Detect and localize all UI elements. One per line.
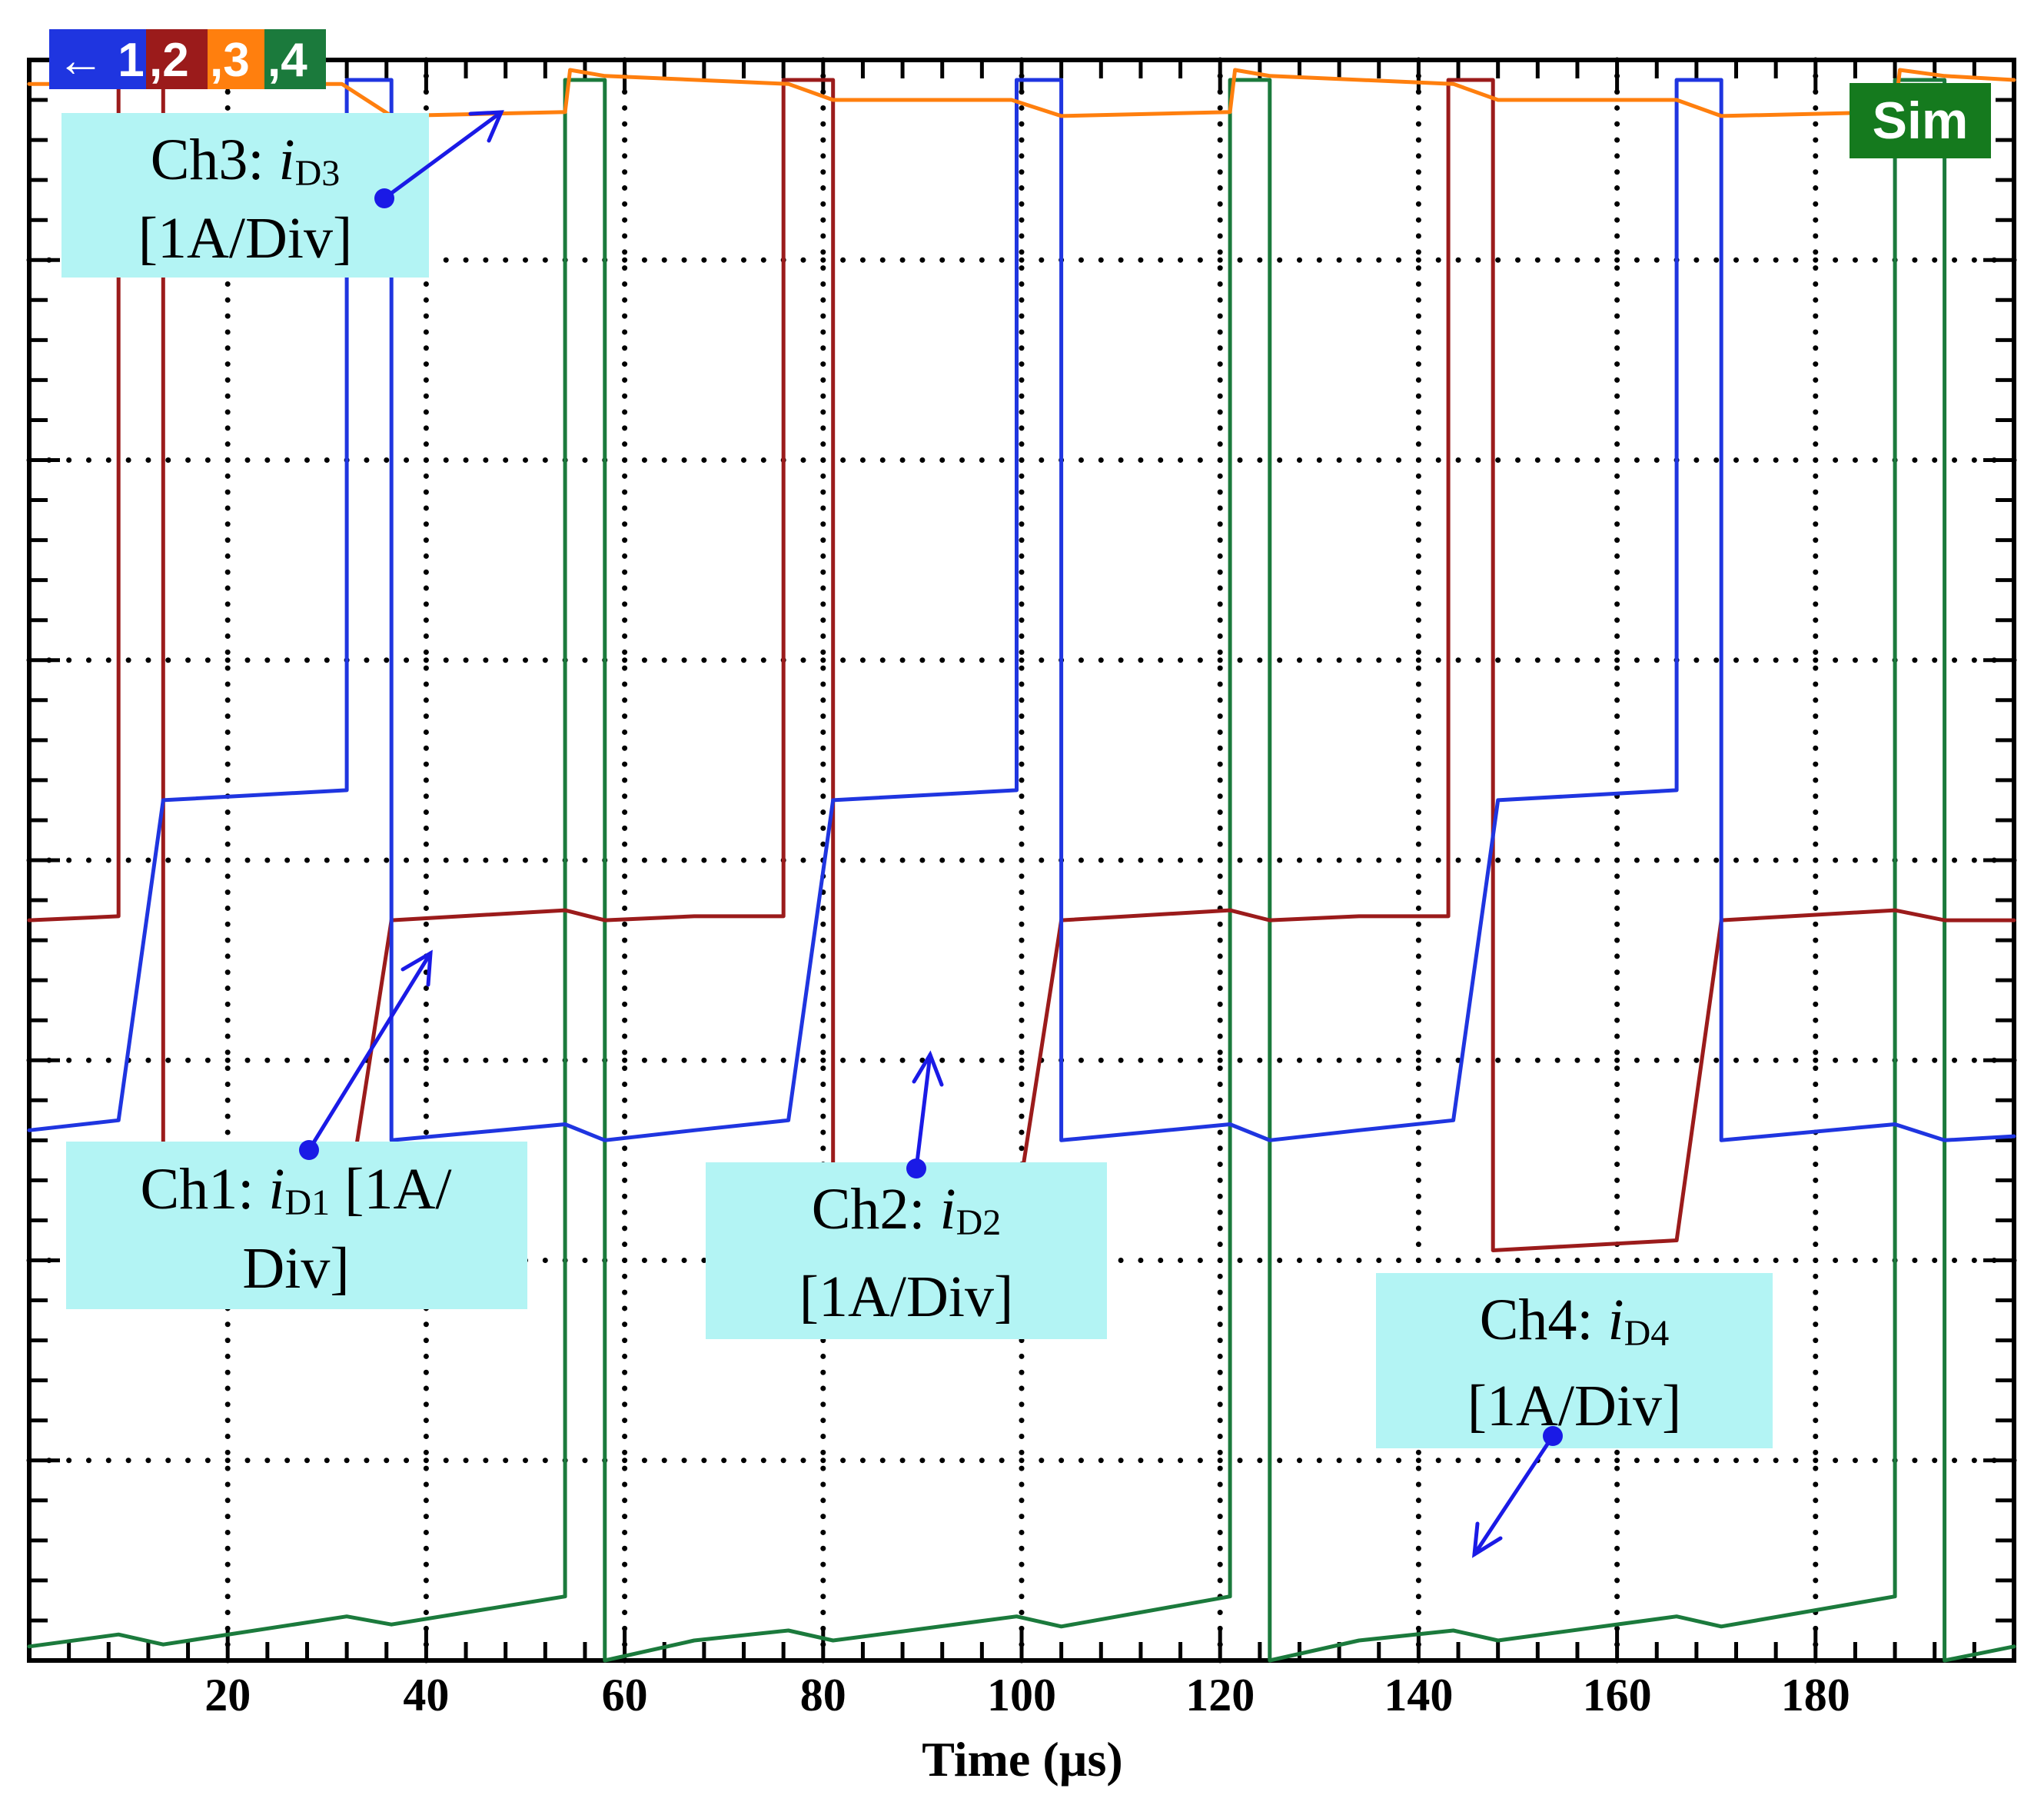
x-tick-label-60: 60 [602,1670,648,1720]
channel-4-bg [264,29,326,89]
sim-badge: Sim [1850,83,1991,158]
channel-3-label: ,3 [210,34,250,87]
annotation-ch3: Ch3: iD3 [1A/Div] [61,113,429,278]
x-axis-title: Time (µs) [922,1732,1122,1787]
series-line-ch4 [27,78,2016,1663]
x-tick-labels: 20 40 60 80 100 120 140 160 180 [204,1670,1850,1720]
annotation-ch1-line1: Ch1: iD1 [1A/ [141,1157,453,1223]
channel-2-label: ,2 [149,34,189,87]
channel-2-bg [146,29,208,89]
x-tick-label-100: 100 [987,1670,1056,1720]
annotation-ch4-line1: Ch4: iD4 [1480,1288,1670,1354]
x-tick-label-20: 20 [204,1670,251,1720]
x-tick-label-160: 160 [1583,1670,1652,1720]
x-tick-label-120: 120 [1185,1670,1255,1720]
arrow-ch4 [1472,1426,1563,1558]
annotation-ch1-line2: Div] [242,1236,349,1301]
series-line-ch3 [27,68,2016,118]
axis-ticks [27,58,2016,1663]
x-tick-label-40: 40 [403,1670,449,1720]
annotation-ch2-line1: Ch2: iD2 [812,1177,1002,1243]
annotation-arrows [299,110,1563,1558]
arrow-ch2 [906,1050,944,1178]
annotation-ch4-box [1376,1273,1773,1448]
channel-1-label: ← 1 [57,34,145,87]
annotation-ch2: Ch2: iD2 [1A/Div] [706,1162,1107,1339]
x-tick-label-140: 140 [1384,1670,1453,1720]
annotation-ch3-line2: [1A/Div] [138,206,353,271]
channel-4-label: ,4 [268,34,307,87]
annotation-ch4: Ch4: iD4 [1A/Div] [1376,1273,1773,1448]
annotation-ch1: Ch1: iD1 [1A/ Div] [66,1142,527,1309]
x-tick-label-80: 80 [800,1670,846,1720]
annotation-ch3-box [61,113,429,278]
channel-indicator: ← 1 ,2 ,3 ,4 [49,29,326,89]
channel-3-bg [208,29,264,89]
annotation-ch1-box [66,1142,527,1309]
annotation-ch3-line1: Ch3: iD3 [151,128,341,194]
channel-1-bg [49,29,146,89]
annotation-ch2-box [706,1162,1107,1339]
annotation-ch4-line2: [1A/Div] [1467,1374,1682,1438]
arrow-ch1 [299,949,433,1160]
series-line-ch1 [27,78,2016,1142]
arrow-ch3 [374,110,504,208]
annotation-ch2-line2: [1A/Div] [799,1265,1014,1329]
sim-badge-bg [1850,83,1991,158]
x-tick-label-180: 180 [1781,1670,1850,1720]
sim-badge-label: Sim [1873,91,1969,150]
